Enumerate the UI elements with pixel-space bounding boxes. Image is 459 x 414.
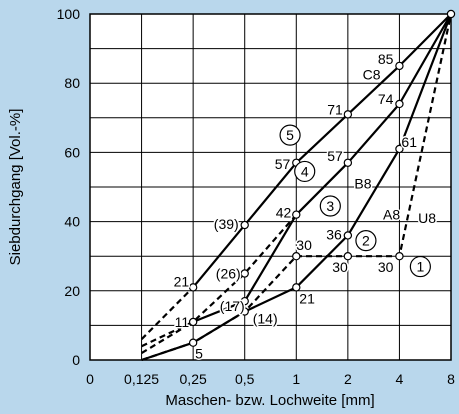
x-tick-label: 0,25 <box>180 371 207 387</box>
series-line-dashed <box>141 213 298 348</box>
data-point <box>292 210 301 219</box>
x-tick-label: 0,5 <box>235 371 255 387</box>
x-tick-labels: 0 0,125 0,25 0,5 1 2 4 8 <box>86 371 455 387</box>
curve-number-circle <box>294 160 316 183</box>
data-point <box>343 158 353 167</box>
plot-frame <box>89 13 452 361</box>
data-point <box>446 9 456 19</box>
data-label: 57 <box>275 156 291 172</box>
y-tick-label: 60 <box>64 144 80 160</box>
curve-label-c8: C8 <box>363 67 381 83</box>
series-line-b8 <box>192 13 452 323</box>
data-label: 5 <box>195 346 203 362</box>
data-point <box>240 307 249 316</box>
data-point <box>188 283 198 292</box>
curve-labels: C8 B8 A8 U8 <box>353 65 438 228</box>
curve-label-a8: A8 <box>383 207 400 223</box>
data-label: (14) <box>253 311 278 327</box>
curve-number-label: 4 <box>301 163 309 179</box>
x-tick-label: 0 <box>86 371 94 387</box>
y-axis-label: Siebdurchgang [Vol.-%] <box>7 109 24 266</box>
x-axis-label: Maschen- bzw. Lochweite [mm] <box>165 392 374 409</box>
x-tick-label: 0,125 <box>124 371 159 387</box>
data-point <box>395 61 404 71</box>
data-label: 85 <box>378 51 394 67</box>
data-label: (26) <box>216 266 241 282</box>
y-tick-labels: 0 20 40 60 80 100 <box>57 6 81 368</box>
data-point <box>343 231 353 240</box>
data-label: 36 <box>326 226 342 242</box>
curve-number-label: 1 <box>416 259 424 275</box>
curve-label-b8: B8 <box>354 176 371 192</box>
series-line-c8 <box>192 13 452 289</box>
y-tick-label: 80 <box>64 75 80 91</box>
circled-labels: 1 2 3 4 5 <box>279 124 431 278</box>
data-point <box>343 110 353 119</box>
grid <box>90 14 451 360</box>
data-label: 21 <box>174 273 190 289</box>
curve-number-circle <box>409 255 431 278</box>
data-label: (39) <box>214 216 239 232</box>
data-point <box>395 144 404 154</box>
x-tick-label: 1 <box>292 371 300 387</box>
data-label: (17) <box>220 298 245 314</box>
data-label: 30 <box>332 259 348 275</box>
data-label: 61 <box>401 134 417 150</box>
data-point <box>240 296 249 306</box>
data-label: 30 <box>378 259 394 275</box>
curve-number-circle <box>279 124 301 146</box>
data-point <box>240 220 249 230</box>
data-point <box>395 252 404 261</box>
data-label: 21 <box>299 290 315 306</box>
data-point <box>240 269 249 278</box>
curve-number-label: 5 <box>286 127 294 143</box>
data-point <box>343 252 353 261</box>
curve-label-u8: U8 <box>418 210 436 226</box>
curve-number-label: 2 <box>362 233 370 249</box>
data-point <box>188 338 198 347</box>
data-point <box>292 283 301 292</box>
data-label: 74 <box>378 91 394 107</box>
data-label: 71 <box>327 101 343 117</box>
data-point <box>188 317 198 327</box>
data-label: 42 <box>276 205 292 221</box>
data-label: 57 <box>327 148 343 164</box>
y-tick-label: 20 <box>64 283 80 299</box>
y-tick-label: 0 <box>72 352 80 368</box>
x-tick-label: 8 <box>447 371 455 387</box>
x-tick-label: 4 <box>396 371 404 387</box>
curve-number-label: 3 <box>326 198 334 214</box>
y-tick-label: 100 <box>57 6 81 22</box>
series-line-dashed <box>140 286 194 340</box>
data-point <box>292 252 301 261</box>
data-point <box>395 99 404 109</box>
curve-number-circle <box>355 230 377 252</box>
curve-number-circle <box>319 195 341 217</box>
y-tick-label: 40 <box>64 214 80 230</box>
series-line-dashed <box>141 320 194 355</box>
x-tick-label: 2 <box>344 371 352 387</box>
data-label: 11 <box>175 314 190 330</box>
data-label: 30 <box>296 237 312 253</box>
